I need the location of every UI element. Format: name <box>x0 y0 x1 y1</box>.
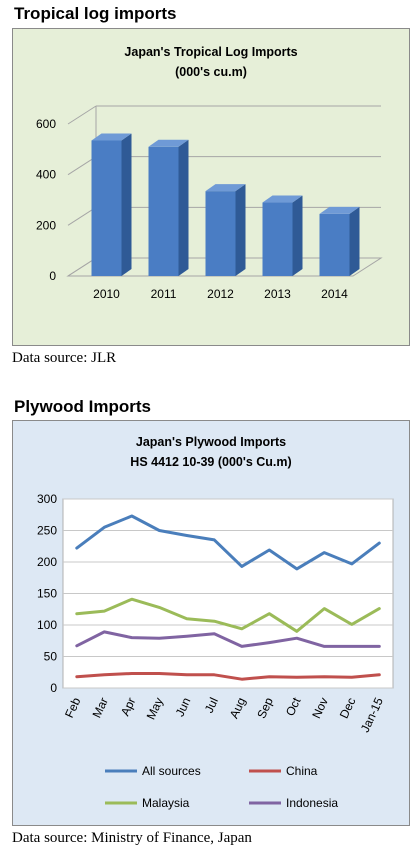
log-y-tick-label: 200 <box>36 218 56 232</box>
log-x-tick-label: 2013 <box>264 287 291 301</box>
log-chart-panel: Japan's Tropical Log Imports (000's cu.m… <box>12 28 410 346</box>
log-bar <box>319 213 350 276</box>
plywood-section-heading: Plywood Imports <box>14 397 151 416</box>
log-y-tick-label: 600 <box>36 117 56 131</box>
plywood-line-chart: Japan's Plywood Imports HS 4412 10-39 (0… <box>37 435 394 810</box>
log-chart-title: Japan's Tropical Log Imports <box>124 45 297 59</box>
log-bar-top <box>319 206 360 214</box>
plywood-series-line-china <box>75 672 381 681</box>
plywood-x-tick-label: Jun <box>173 695 194 718</box>
log-bar-side <box>349 206 360 276</box>
plywood-x-tick-label: Oct <box>283 695 304 718</box>
log-bar-top <box>205 184 246 192</box>
plywood-y-tick-label: 200 <box>37 555 57 569</box>
log-bar <box>205 191 236 276</box>
log-bar <box>262 202 293 276</box>
plywood-x-tick-label: Nov <box>309 695 331 720</box>
log-bar-side <box>121 133 132 276</box>
plywood-x-tick-label: Apr <box>118 695 139 718</box>
log-y-tick-label: 400 <box>36 168 56 182</box>
plywood-chart-panel: Japan's Plywood Imports HS 4412 10-39 (0… <box>12 420 410 826</box>
plywood-y-tick-label: 50 <box>44 650 58 664</box>
plywood-x-tick-label: Dec <box>337 695 359 720</box>
plywood-legend-label: Indonesia <box>286 796 338 810</box>
plywood-x-tick-label: Aug <box>227 695 249 720</box>
plywood-y-tick-label: 300 <box>37 492 57 506</box>
log-bar-top <box>91 133 132 141</box>
plywood-legend-label: All sources <box>142 764 201 778</box>
plywood-legend-label: China <box>286 764 318 778</box>
plywood-data-source: Data source: Ministry of Finance, Japan <box>12 830 252 846</box>
log-bar <box>148 146 179 276</box>
log-x-tick-label: 2014 <box>321 287 348 301</box>
log-bar <box>91 140 122 276</box>
log-bar-top <box>262 195 303 203</box>
plywood-legend-label: Malaysia <box>142 796 190 810</box>
plywood-y-tick-label: 150 <box>37 587 57 601</box>
plywood-chart-title: Japan's Plywood Imports <box>136 435 286 449</box>
plywood-y-tick-label: 0 <box>50 681 57 695</box>
log-bar-side <box>292 195 303 276</box>
plywood-series-line-malaysia <box>75 597 381 633</box>
plywood-y-tick-label: 100 <box>37 618 57 632</box>
log-bar-top <box>148 139 189 147</box>
log-data-source: Data source: JLR <box>12 350 117 366</box>
plywood-y-tick-label: 250 <box>37 524 57 538</box>
log-bar-chart: Japan's Tropical Log Imports (000's cu.m… <box>36 45 383 301</box>
plywood-chart-subtitle: HS 4412 10-39 (000's Cu.m) <box>130 455 291 469</box>
plywood-x-tick-label: Sep <box>254 695 276 721</box>
plywood-x-tick-label: Jan-15 <box>358 695 386 734</box>
plywood-x-tick-label: Jul <box>202 695 221 715</box>
log-x-tick-label: 2012 <box>207 287 234 301</box>
log-x-tick-label: 2010 <box>93 287 120 301</box>
log-chart-subtitle: (000's cu.m) <box>175 65 247 79</box>
log-bar-side <box>235 184 246 276</box>
plywood-x-tick-label: Mar <box>90 695 111 720</box>
plywood-series-line-all-sources <box>75 514 381 571</box>
plywood-series-line-indonesia <box>75 630 381 648</box>
plywood-x-tick-label: Feb <box>62 695 84 720</box>
plywood-x-tick-label: May <box>144 695 166 721</box>
log-x-tick-label: 2011 <box>151 287 177 301</box>
log-bar-side <box>178 139 189 276</box>
log-y-tick-label: 0 <box>49 269 56 283</box>
log-section-heading: Tropical log imports <box>14 4 177 23</box>
